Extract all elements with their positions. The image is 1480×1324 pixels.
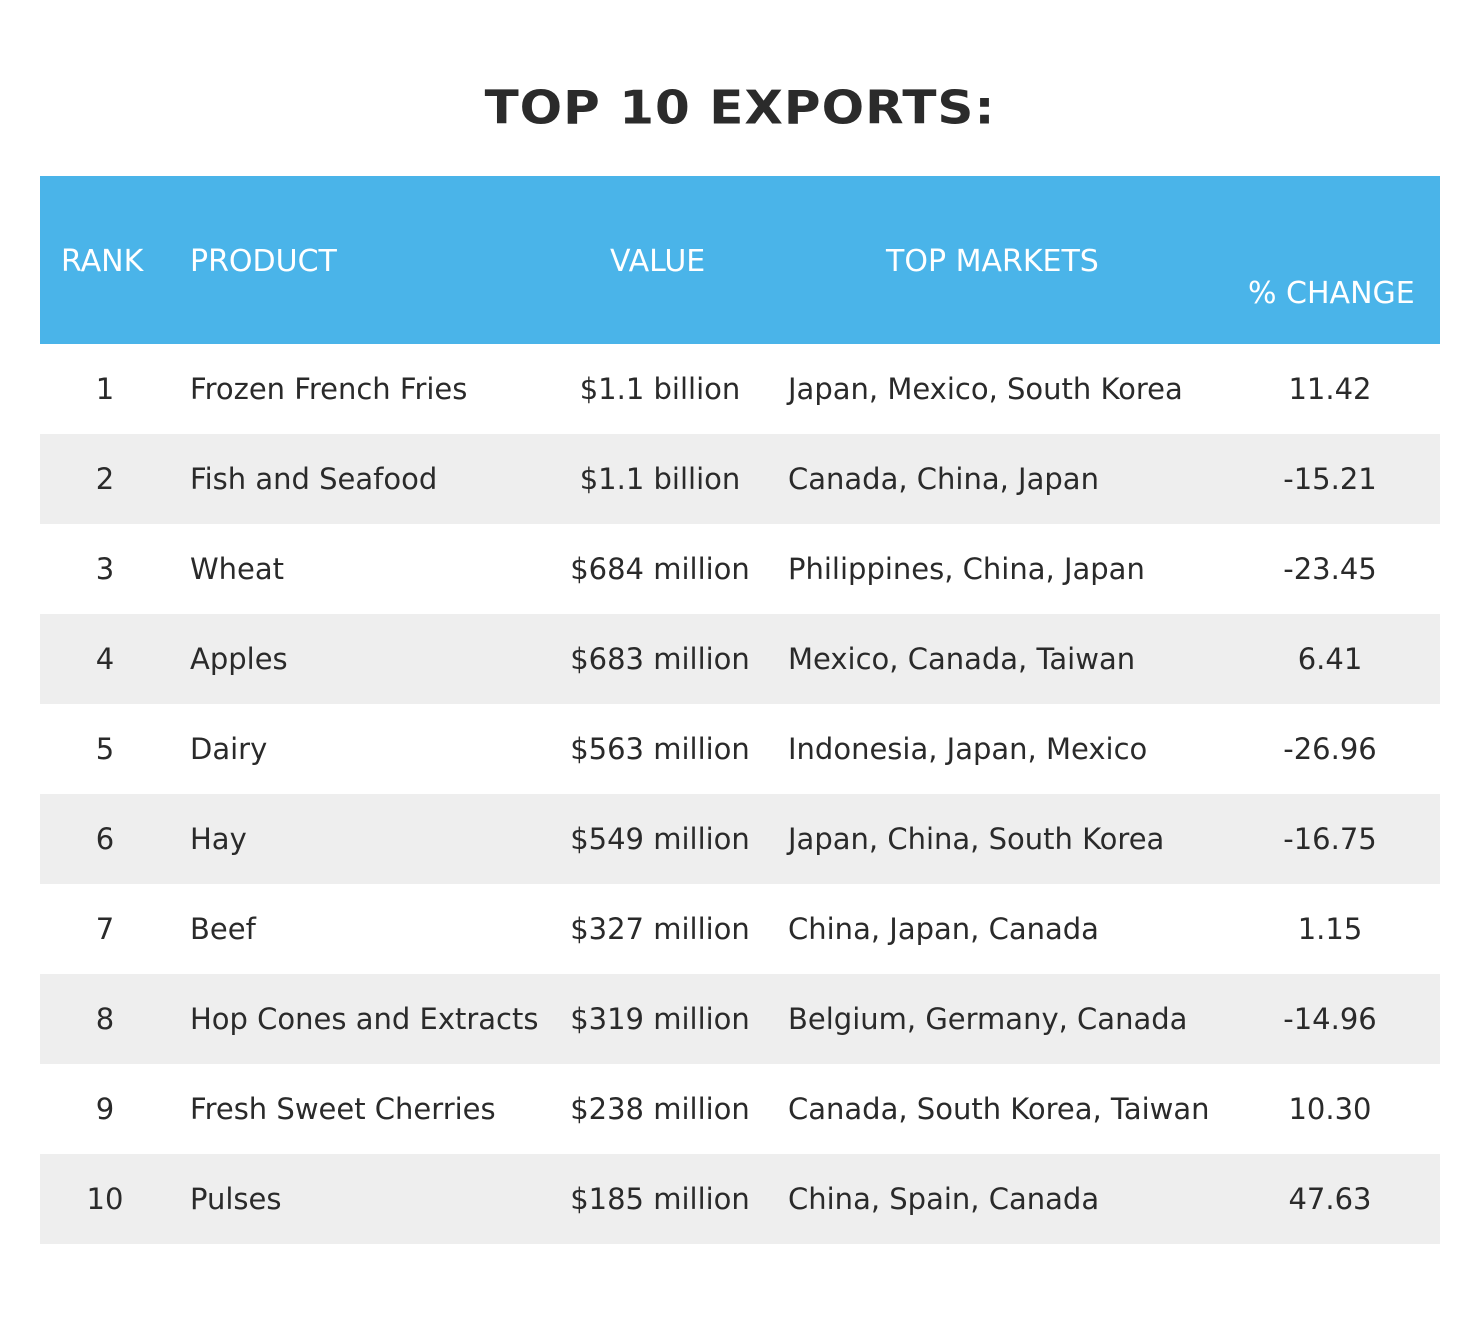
exports-table: RANK PRODUCT VALUE TOP MARKETS % CHANGE … bbox=[40, 176, 1440, 1244]
table-row: 5 Dairy $563 million Indonesia, Japan, M… bbox=[40, 704, 1440, 794]
value-cell: $1.1 billion bbox=[579, 462, 741, 496]
top-markets-cell: Philippines, China, Japan bbox=[788, 552, 1145, 586]
rank-cell: 9 bbox=[95, 1092, 115, 1126]
rank-cell: 10 bbox=[86, 1182, 124, 1216]
product-cell: Fish and Seafood bbox=[190, 462, 438, 496]
table-row: 10 Pulses $185 million China, Spain, Can… bbox=[40, 1154, 1440, 1244]
rank-cell: 3 bbox=[95, 552, 115, 586]
rank-cell: 7 bbox=[95, 912, 115, 946]
table-row: 2 Fish and Seafood $1.1 billion Canada, … bbox=[40, 434, 1440, 524]
table-row: 7 Beef $327 million China, Japan, Canada… bbox=[40, 884, 1440, 974]
value-cell: $1.1 billion bbox=[579, 372, 741, 406]
rank-cell: 1 bbox=[95, 372, 115, 406]
table-row: 6 Hay $549 million Japan, China, South K… bbox=[40, 794, 1440, 884]
percent-change-cell: 6.41 bbox=[1297, 642, 1363, 676]
value-cell: $327 million bbox=[570, 912, 750, 946]
table-row: 8 Hop Cones and Extracts $319 million Be… bbox=[40, 974, 1440, 1064]
value-cell: $238 million bbox=[570, 1092, 750, 1126]
percent-change-cell: 47.63 bbox=[1288, 1182, 1372, 1216]
value-cell: $683 million bbox=[570, 642, 750, 676]
column-header-product: PRODUCT bbox=[190, 244, 337, 279]
column-header-top-markets: TOP MARKETS bbox=[886, 244, 1099, 279]
top-markets-cell: Canada, China, Japan bbox=[788, 462, 1099, 496]
product-cell: Beef bbox=[190, 912, 256, 946]
rank-cell: 4 bbox=[95, 642, 115, 676]
top-markets-cell: Japan, Mexico, South Korea bbox=[788, 372, 1183, 406]
percent-change-cell: -26.96 bbox=[1283, 732, 1377, 766]
top-markets-cell: China, Japan, Canada bbox=[788, 912, 1099, 946]
top-markets-cell: Canada, South Korea, Taiwan bbox=[788, 1092, 1210, 1126]
value-cell: $563 million bbox=[570, 732, 750, 766]
rank-cell: 6 bbox=[95, 822, 115, 856]
value-cell: $684 million bbox=[570, 552, 750, 586]
percent-change-cell: 1.15 bbox=[1297, 912, 1363, 946]
value-cell: $319 million bbox=[570, 1002, 750, 1036]
rank-cell: 5 bbox=[95, 732, 115, 766]
value-cell: $549 million bbox=[570, 822, 750, 856]
top-markets-cell: Japan, China, South Korea bbox=[788, 822, 1165, 856]
table-header: RANK PRODUCT VALUE TOP MARKETS % CHANGE bbox=[40, 176, 1440, 344]
product-cell: Wheat bbox=[190, 552, 285, 586]
percent-change-cell: 11.42 bbox=[1288, 372, 1372, 406]
table-row: 1 Frozen French Fries $1.1 billion Japan… bbox=[40, 344, 1440, 434]
value-cell: $185 million bbox=[570, 1182, 750, 1216]
column-header-value: VALUE bbox=[610, 244, 706, 279]
table-row: 3 Wheat $684 million Philippines, China,… bbox=[40, 524, 1440, 614]
percent-change-cell: -23.45 bbox=[1283, 552, 1377, 586]
percent-change-cell: -16.75 bbox=[1283, 822, 1377, 856]
column-header-percent-change: % CHANGE bbox=[1248, 276, 1415, 311]
product-cell: Dairy bbox=[190, 732, 268, 766]
percent-change-cell: -14.96 bbox=[1283, 1002, 1377, 1036]
rank-cell: 2 bbox=[95, 462, 115, 496]
top-markets-cell: China, Spain, Canada bbox=[788, 1182, 1100, 1216]
top-markets-cell: Indonesia, Japan, Mexico bbox=[788, 732, 1148, 766]
rank-cell: 8 bbox=[95, 1002, 115, 1036]
product-cell: Frozen French Fries bbox=[190, 372, 468, 406]
product-cell: Hay bbox=[190, 822, 247, 856]
table-row: 4 Apples $683 million Mexico, Canada, Ta… bbox=[40, 614, 1440, 704]
column-header-rank: RANK bbox=[61, 244, 144, 279]
page-title: TOP 10 EXPORTS: bbox=[484, 81, 996, 135]
product-cell: Apples bbox=[190, 642, 288, 676]
top-markets-cell: Mexico, Canada, Taiwan bbox=[788, 642, 1136, 676]
product-cell: Hop Cones and Extracts bbox=[190, 1002, 539, 1036]
percent-change-cell: -15.21 bbox=[1283, 462, 1377, 496]
table-row: 9 Fresh Sweet Cherries $238 million Cana… bbox=[40, 1064, 1440, 1154]
product-cell: Fresh Sweet Cherries bbox=[190, 1092, 496, 1126]
percent-change-cell: 10.30 bbox=[1288, 1092, 1372, 1126]
top-markets-cell: Belgium, Germany, Canada bbox=[788, 1002, 1188, 1036]
product-cell: Pulses bbox=[190, 1182, 282, 1216]
